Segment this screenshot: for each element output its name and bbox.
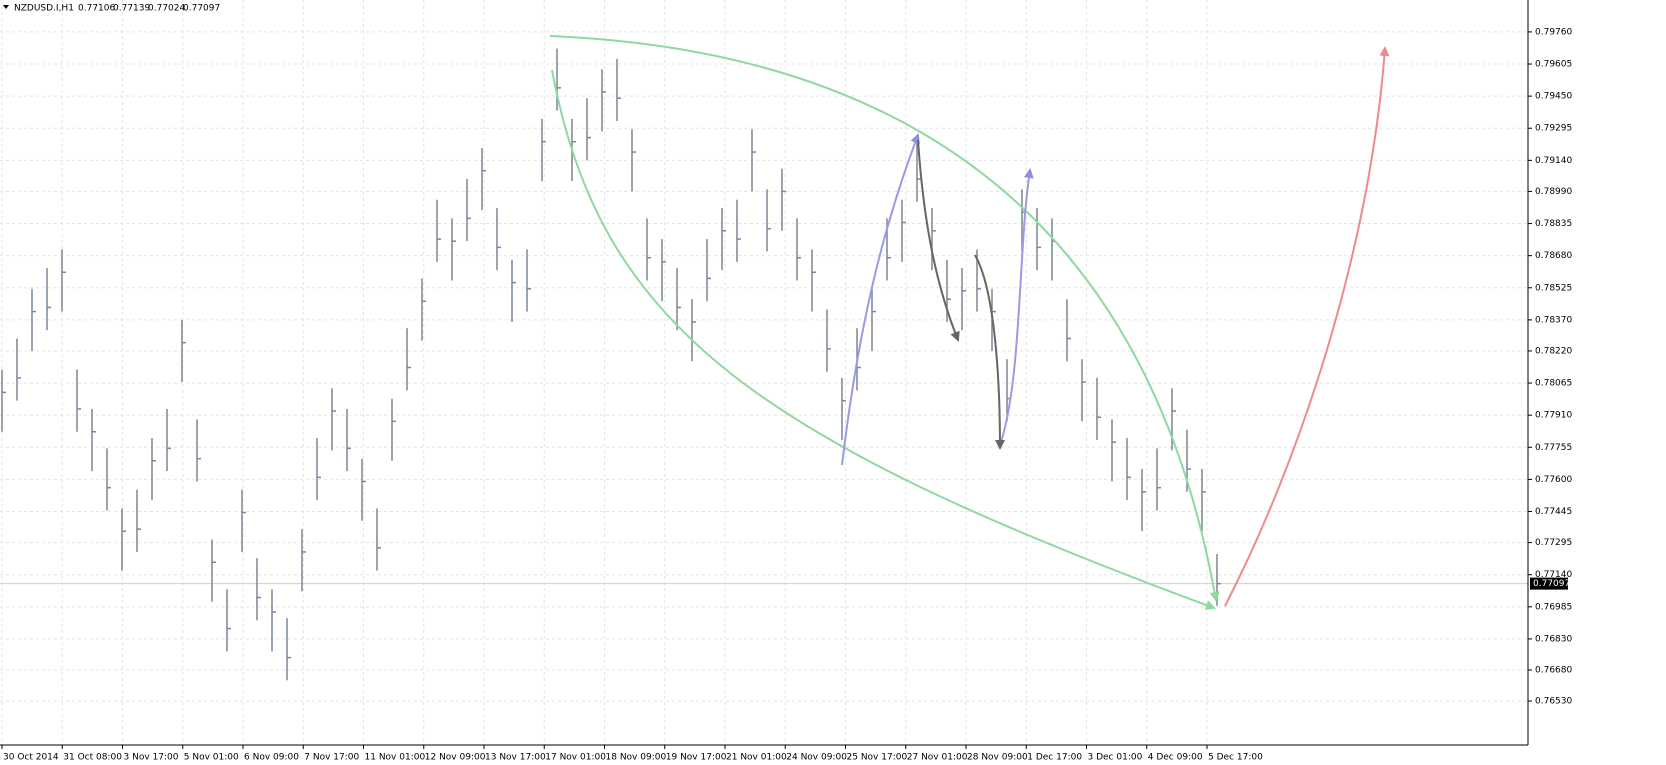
y-tick-label: 0.79295: [1535, 124, 1572, 134]
x-tick-label: 1 Dec 17:00: [1027, 753, 1082, 763]
y-tick-label: 0.77755: [1535, 443, 1572, 453]
header-value: 0.77139: [113, 4, 150, 14]
forecast-arrow: [1224, 46, 1390, 607]
header-value: 0.77106: [78, 4, 115, 14]
y-tick-label: 0.77140: [1535, 570, 1572, 580]
y-tick-label: 0.77910: [1535, 411, 1572, 421]
x-tick-label: 28 Nov 09:00: [967, 753, 1028, 763]
y-tick-label: 0.77445: [1535, 507, 1572, 517]
y-tick-label: 0.78370: [1535, 315, 1572, 325]
x-tick-label: 24 Nov 09:00: [786, 753, 847, 763]
y-tick-label: 0.79760: [1535, 27, 1572, 37]
y-tick-label: 0.78525: [1535, 283, 1572, 293]
y-tick-label: 0.78220: [1535, 346, 1572, 356]
x-tick-label: 25 Nov 17:00: [847, 753, 908, 763]
x-tick-label: 27 Nov 01:00: [907, 753, 968, 763]
x-tick-label: 13 Nov 17:00: [485, 753, 546, 763]
x-tick-label: 7 Nov 17:00: [304, 753, 359, 763]
y-tick-label: 0.76680: [1535, 666, 1572, 676]
price-label-bg: [1530, 577, 1568, 590]
x-tick-label: 21 Nov 01:00: [726, 753, 787, 763]
x-tick-label: 30 Oct 2014: [3, 753, 59, 763]
x-tick-label: 6 Nov 09:00: [244, 753, 299, 763]
x-tick-label: 5 Nov 01:00: [184, 753, 239, 763]
y-tick-label: 0.76830: [1535, 634, 1572, 644]
x-tick-label: 3 Nov 17:00: [124, 753, 179, 763]
y-tick-label: 0.79605: [1535, 60, 1572, 70]
x-tick-label: 31 Oct 08:00: [63, 753, 122, 763]
x-tick-label: 4 Dec 09:00: [1148, 753, 1203, 763]
axis-labels: 0.79760 0.79605 0.79450 0.79295 0.79140 0.789…: [1, 27, 1572, 763]
up-arrow: [999, 168, 1034, 446]
y-tick-label: 0.78990: [1535, 187, 1572, 197]
up-arrow: [841, 133, 920, 466]
x-tick-label: 12 Nov 09:00: [425, 753, 486, 763]
x-tick-label: 5 Dec 17:00: [1208, 753, 1263, 763]
x-tick-label: 18 Nov 09:00: [606, 753, 667, 763]
header-value: 0.77097: [183, 4, 220, 14]
down-arrow: [974, 254, 1005, 450]
trend-arrow: [551, 69, 1216, 610]
x-tick-label: 3 Dec 01:00: [1088, 753, 1143, 763]
annotations: [549, 35, 1390, 610]
price-label: 0.77097: [1533, 579, 1570, 589]
x-tick-label: 17 Nov 01:00: [545, 753, 606, 763]
y-tick-label: 0.77295: [1535, 538, 1572, 548]
y-tick-label: 0.79140: [1535, 156, 1572, 166]
y-tick-label: 0.76985: [1535, 602, 1572, 612]
header-value: 0.77024: [148, 4, 185, 14]
bars: [1, 48, 1221, 681]
x-tick-label: 11 Nov 01:00: [365, 753, 426, 763]
down-arrow: [917, 139, 960, 342]
y-tick-label: 0.78835: [1535, 219, 1572, 229]
y-tick-label: 0.78065: [1535, 379, 1572, 389]
y-tick-label: 0.76530: [1535, 697, 1572, 707]
y-tick-label: 0.79450: [1535, 92, 1572, 102]
symbol: NZDUSD.I,H1: [14, 4, 74, 14]
trend-arrow: [549, 35, 1220, 602]
grid: [0, 0, 1528, 745]
x-tick-label: 19 Nov 17:00: [666, 753, 727, 763]
menu-icon[interactable]: [3, 5, 9, 9]
y-tick-label: 0.78680: [1535, 251, 1572, 261]
y-tick-label: 0.77600: [1535, 475, 1572, 485]
